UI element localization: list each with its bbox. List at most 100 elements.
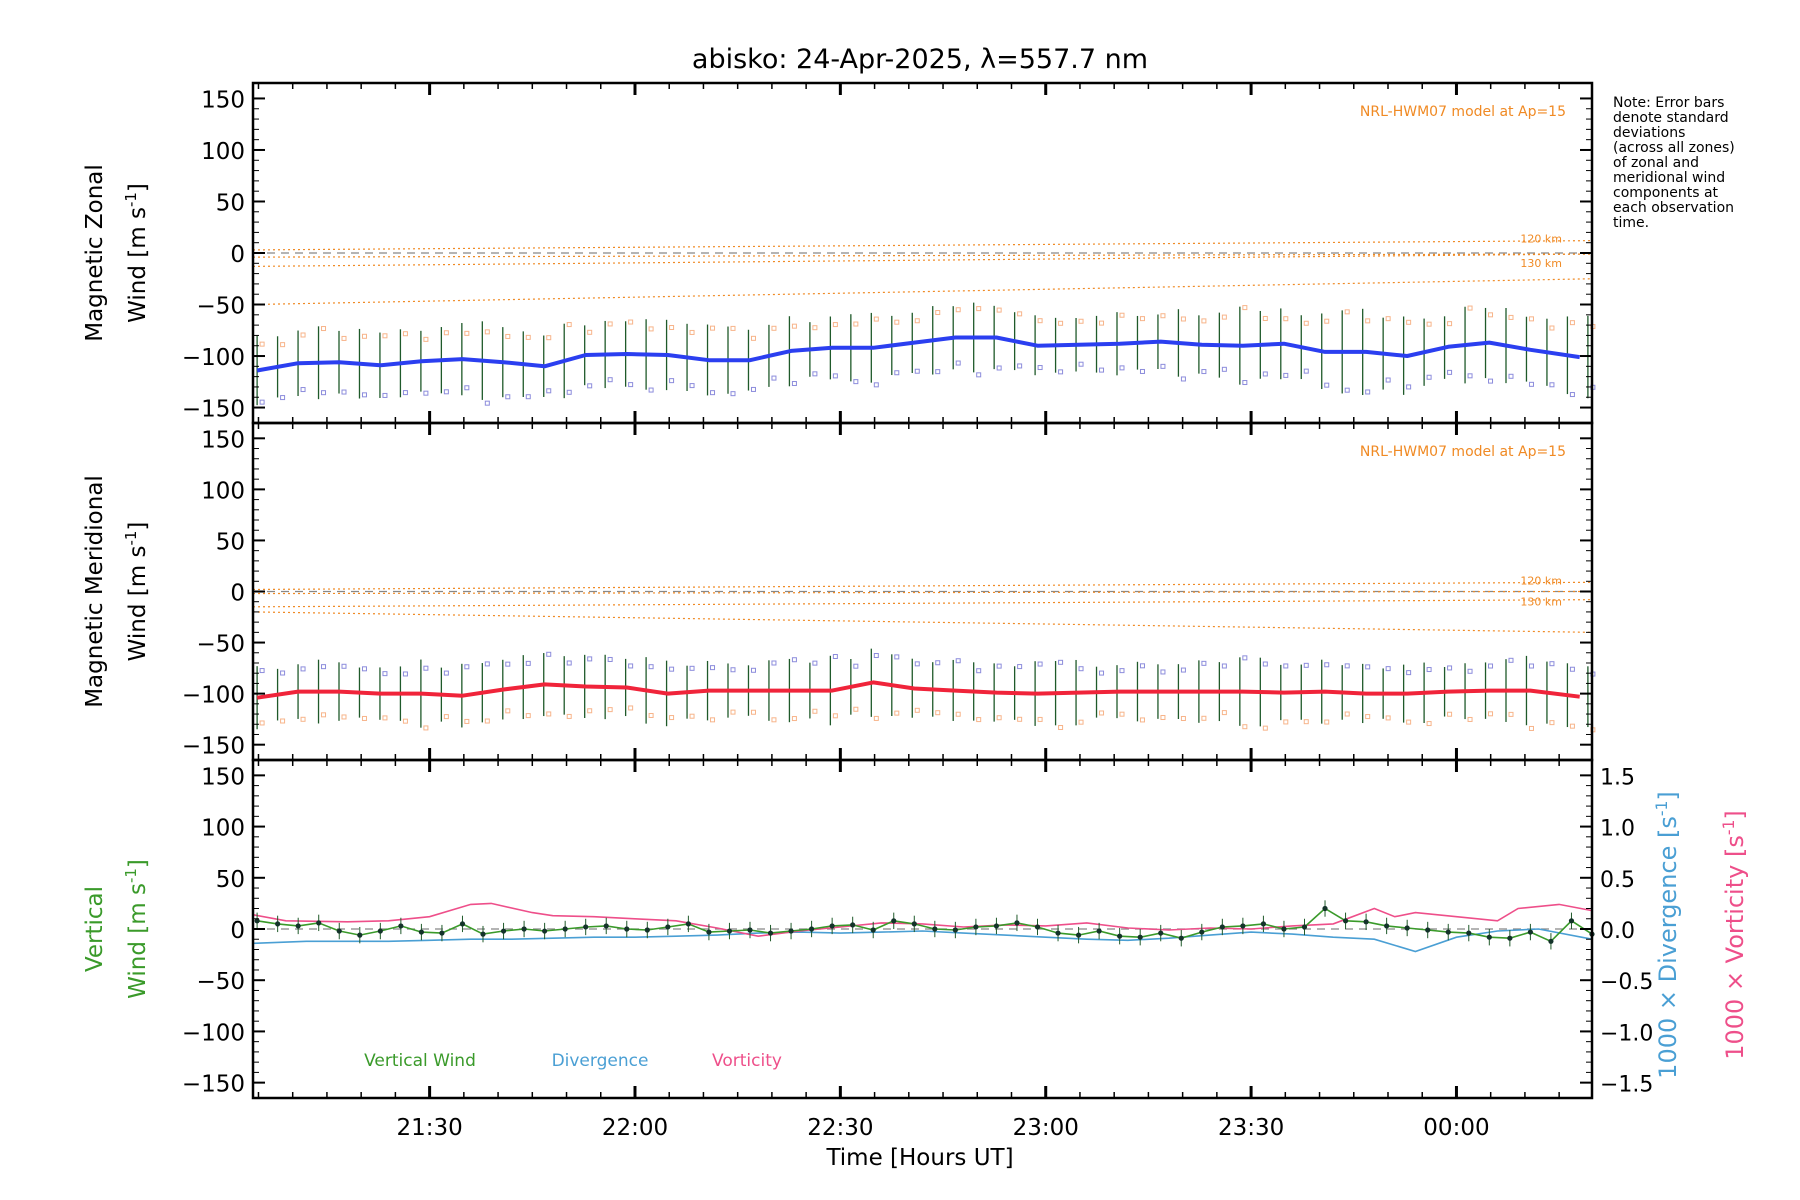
- zone-marker: [607, 656, 613, 662]
- x-tick-label: 22:00: [602, 1115, 668, 1141]
- model-label-120km: 120 km: [1520, 233, 1562, 246]
- zone-marker: [1160, 363, 1166, 369]
- zone-marker: [1201, 318, 1207, 324]
- zone-marker: [648, 387, 654, 393]
- y-tick-label: −50: [196, 632, 245, 658]
- zone-marker: [1528, 316, 1534, 322]
- zone-marker: [669, 325, 675, 331]
- zone-marker: [955, 658, 961, 664]
- zone-marker: [853, 706, 859, 712]
- meridional-wind-line: [256, 680, 1580, 700]
- zone-marker: [546, 335, 552, 341]
- zone-marker: [300, 332, 306, 338]
- zone-marker: [1385, 666, 1391, 672]
- zone-marker: [300, 716, 306, 722]
- zone-marker: [750, 667, 756, 673]
- zone-marker: [1385, 316, 1391, 322]
- zone-marker: [996, 663, 1002, 669]
- zone-marker: [1058, 659, 1064, 665]
- zone-marker: [1488, 711, 1494, 717]
- model-line: [252, 240, 1593, 251]
- y-tick-label: 150: [201, 87, 245, 113]
- zone-marker: [894, 654, 900, 660]
- zone-marker: [812, 660, 818, 666]
- zone-marker: [750, 709, 756, 715]
- zone-marker: [341, 714, 347, 720]
- vertical-wind-point: [952, 927, 958, 933]
- zone-marker: [1303, 320, 1309, 326]
- zone-marker: [791, 323, 797, 329]
- zone-marker: [1467, 373, 1473, 379]
- zone-marker: [1017, 664, 1023, 670]
- zone-marker: [1508, 711, 1514, 717]
- vertical-wind-point: [973, 924, 979, 930]
- zone-marker: [1385, 377, 1391, 383]
- zone-marker: [525, 394, 531, 400]
- zone-marker: [771, 717, 777, 723]
- zone-marker: [259, 720, 265, 726]
- zone-marker: [935, 310, 941, 316]
- vertical-wind-point: [1384, 923, 1390, 929]
- zone-marker: [525, 660, 531, 666]
- zone-marker: [628, 663, 634, 669]
- vertical-wind-point: [1527, 929, 1533, 935]
- zone-marker: [1201, 369, 1207, 375]
- note-line: denote standard: [1613, 110, 1729, 126]
- vertical-wind-point: [603, 923, 609, 929]
- zone-marker: [1426, 721, 1432, 727]
- vertical-wind-point: [932, 926, 938, 932]
- zone-marker: [1099, 320, 1105, 326]
- zone-marker: [361, 715, 367, 721]
- zone-marker: [484, 400, 490, 406]
- zone-marker: [1365, 318, 1371, 324]
- zone-marker: [423, 390, 429, 396]
- vertical-wind-point: [1322, 905, 1328, 912]
- zone-marker: [1283, 719, 1289, 725]
- zone-marker: [1365, 389, 1371, 395]
- zone-marker: [771, 375, 777, 381]
- vertical-wind-point: [624, 926, 630, 932]
- zone-marker: [1528, 663, 1534, 669]
- zone-marker: [832, 373, 838, 379]
- zone-marker: [1324, 662, 1330, 668]
- vertical-wind-point: [254, 918, 260, 924]
- zone-marker: [853, 321, 859, 327]
- zone-marker: [1221, 366, 1227, 372]
- zone-marker: [321, 326, 327, 332]
- zone-marker: [1528, 381, 1534, 387]
- y2-tick-label: 1.5: [1600, 765, 1635, 790]
- zone-marker: [1283, 372, 1289, 378]
- zone-marker: [1119, 711, 1125, 717]
- zone-marker: [1569, 320, 1575, 326]
- zone-marker: [1017, 311, 1023, 317]
- vertical-wind-point: [1507, 935, 1513, 941]
- zone-marker: [505, 708, 511, 714]
- zone-marker: [750, 386, 756, 392]
- vertical-wind-point: [1199, 929, 1205, 935]
- zone-marker: [976, 717, 982, 723]
- zone-marker: [873, 382, 879, 388]
- zone-marker: [730, 325, 736, 331]
- zone-marker: [1037, 661, 1043, 667]
- y-tick-label: 150: [201, 764, 245, 790]
- zone-marker: [1180, 667, 1186, 673]
- zone-marker: [1488, 312, 1494, 318]
- zone-marker: [423, 725, 429, 731]
- model-label-120km: 120 km: [1520, 574, 1562, 587]
- zone-marker: [935, 710, 941, 716]
- zone-marker: [914, 368, 920, 374]
- vertical-wind-point: [357, 932, 363, 938]
- zone-marker: [607, 377, 613, 383]
- zone-marker: [1221, 663, 1227, 669]
- zone-marker: [566, 389, 572, 395]
- vertical-wind-point: [1034, 924, 1041, 930]
- vertical-wind-point: [809, 926, 815, 932]
- zone-marker: [1242, 655, 1248, 661]
- zone-marker: [955, 360, 961, 366]
- zone-marker: [1262, 725, 1268, 731]
- vertical-wind-point: [850, 922, 856, 928]
- y2-tick-label: 0.0: [1600, 919, 1635, 944]
- vertical-wind-point: [1014, 920, 1020, 926]
- zonal-wind-line: [256, 335, 1580, 373]
- zone-marker: [1058, 725, 1064, 731]
